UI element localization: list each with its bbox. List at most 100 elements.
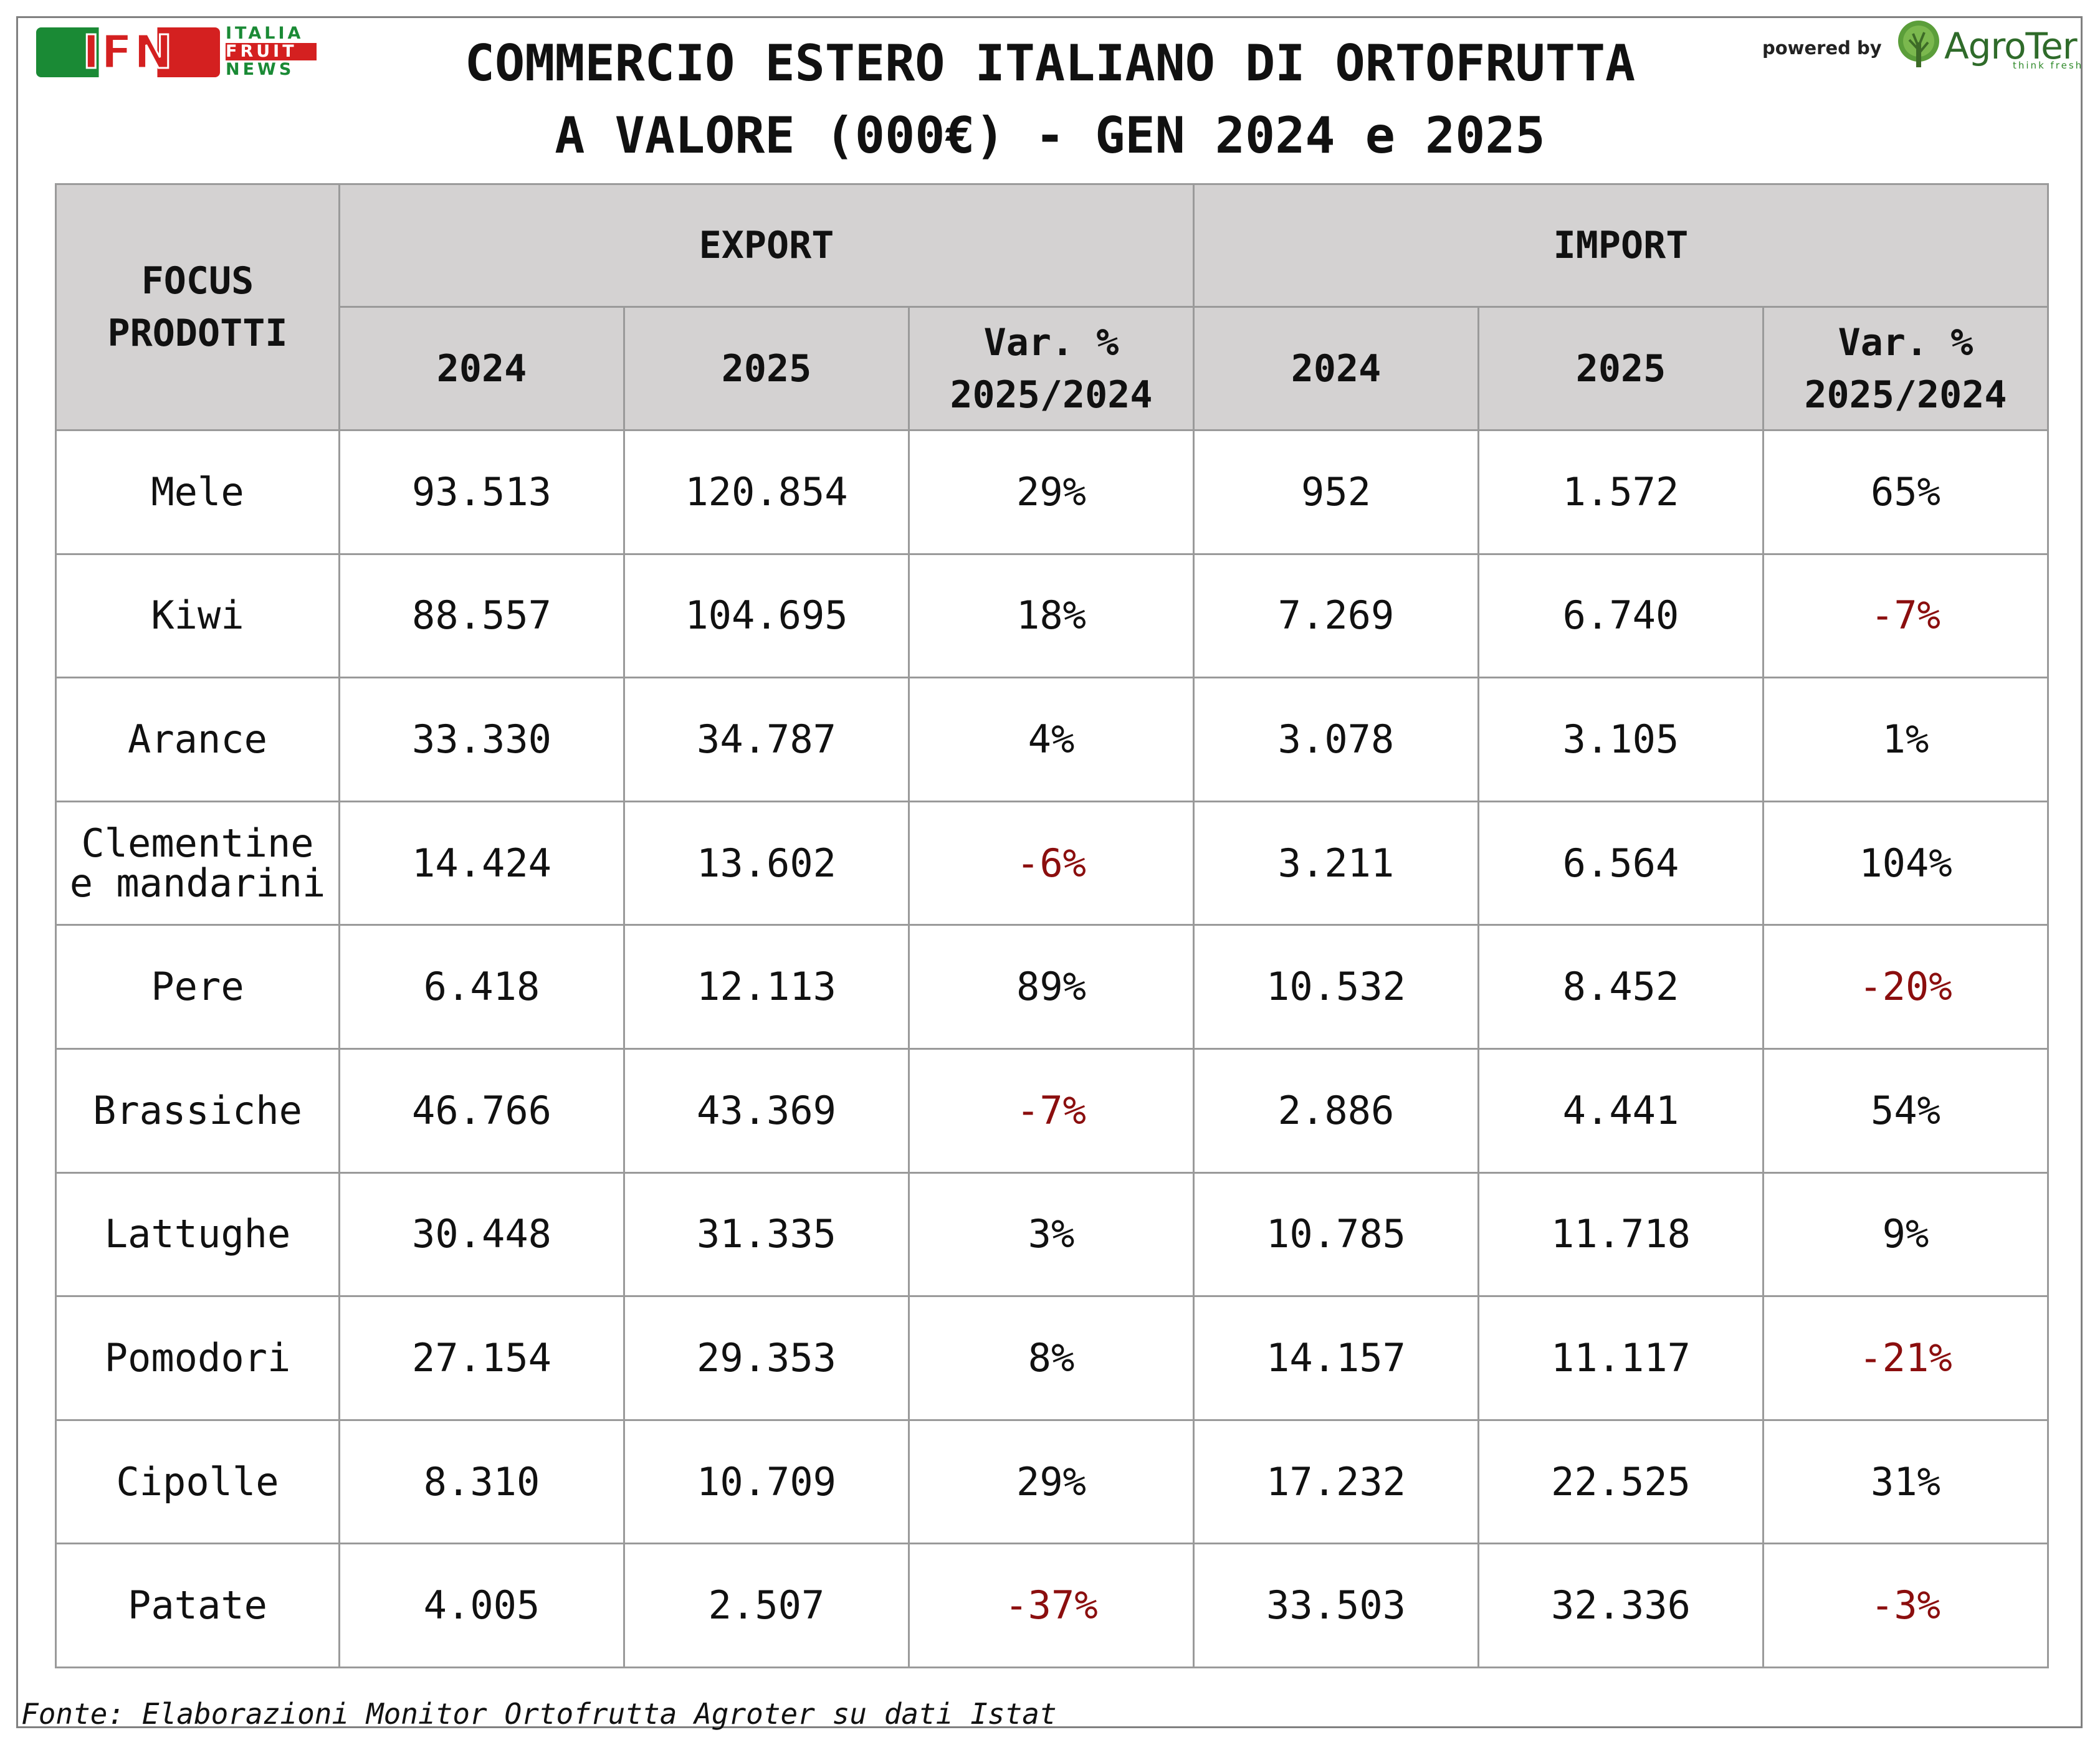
cell-product: Clementine e mandarini: [55, 800, 340, 926]
cell-export-var: 3%: [908, 1171, 1195, 1298]
cell-import-2024: 10.785: [1193, 1171, 1479, 1298]
cell-import-2025: 22.525: [1477, 1419, 1764, 1545]
ifn-logo: IFN ITALIA FRUIT NEWS: [36, 22, 317, 82]
product-name: Brassiche: [93, 1087, 302, 1133]
cell-export-2025: 29.353: [623, 1295, 910, 1421]
cell-export-2024: 8.310: [338, 1419, 625, 1545]
agroter-logo-tagline: think fresh: [2013, 60, 2084, 71]
cell-import-2025: 4.441: [1477, 1047, 1764, 1174]
cell-import-2024: 14.157: [1193, 1295, 1479, 1421]
product-name: Pere: [151, 964, 244, 1010]
cell-import-2024: 3.078: [1193, 677, 1479, 802]
cell-import-2024: 952: [1193, 429, 1479, 555]
cell-import-2025: 6.740: [1477, 553, 1764, 679]
ifn-logo-line3: NEWS: [226, 60, 295, 79]
cell-export-2024: 27.154: [338, 1295, 625, 1421]
cell-import-var: -7%: [1762, 553, 2049, 679]
cell-export-var: -37%: [908, 1543, 1195, 1668]
cell-export-2024: 88.557: [338, 553, 625, 679]
cell-export-2024: 6.418: [338, 924, 625, 1050]
cell-export-2024: 33.330: [338, 677, 625, 802]
table-row: Pomodori 27.154 29.353 8% 14.157 11.117 -21%: [55, 1295, 2049, 1421]
cell-export-var: 29%: [908, 1419, 1195, 1545]
cell-export-2025: 104.695: [623, 553, 910, 679]
product-name: Cipolle: [116, 1458, 279, 1505]
cell-export-2025: 12.113: [623, 924, 910, 1050]
cell-import-2025: 6.564: [1477, 800, 1764, 926]
tree-icon: [1898, 21, 1939, 67]
cell-import-var: 65%: [1762, 429, 2049, 555]
cell-import-var: 1%: [1762, 677, 2049, 802]
cell-product: Pere: [55, 924, 340, 1050]
cell-import-var: 54%: [1762, 1047, 2049, 1174]
cell-import-var: 31%: [1762, 1419, 2049, 1545]
product-name: Lattughe: [104, 1211, 291, 1257]
header-import-2025: 2025: [1477, 306, 1764, 431]
cell-import-2025: 3.105: [1477, 677, 1764, 802]
cell-import-var: -21%: [1762, 1295, 2049, 1421]
cell-import-var: 104%: [1762, 800, 2049, 926]
header-import-var-label: Var. % 2025/2024: [1804, 320, 2007, 417]
cell-export-var: -6%: [908, 800, 1195, 926]
cell-product: Lattughe: [55, 1171, 340, 1298]
cell-export-var: 29%: [908, 429, 1195, 555]
table-row: Clementine e mandarini 14.424 13.602 -6% 3.2…: [55, 800, 2049, 926]
cell-export-2025: 34.787: [623, 677, 910, 802]
cell-export-var: 18%: [908, 553, 1195, 679]
cell-import-var: -3%: [1762, 1543, 2049, 1668]
table-row: Patate 4.005 2.507 -37% 33.503 32.336 -3%: [55, 1543, 2049, 1668]
product-name: Patate: [128, 1582, 267, 1629]
header-export-var: Var. % 2025/2024: [908, 306, 1195, 431]
title-line2: A VALORE (000€) - GEN 2024 e 2025: [555, 107, 1545, 164]
cell-import-2024: 7.269: [1193, 553, 1479, 679]
cell-import-2024: 2.886: [1193, 1047, 1479, 1174]
table-row: Kiwi 88.557 104.695 18% 7.269 6.740 -7%: [55, 553, 2049, 679]
cell-import-2025: 11.117: [1477, 1295, 1764, 1421]
header-export-var-label: Var. % 2025/2024: [950, 320, 1153, 417]
cell-product: Patate: [55, 1543, 340, 1668]
cell-export-2025: 13.602: [623, 800, 910, 926]
cell-product: Pomodori: [55, 1295, 340, 1421]
cell-export-2025: 31.335: [623, 1171, 910, 1298]
cell-export-2024: 93.513: [338, 429, 625, 555]
cell-export-2024: 14.424: [338, 800, 625, 926]
table-row: Pere 6.418 12.113 89% 10.532 8.452 -20%: [55, 924, 2049, 1050]
cell-import-2024: 33.503: [1193, 1543, 1479, 1668]
cell-import-var: 9%: [1762, 1171, 2049, 1298]
header-import: IMPORT: [1193, 183, 2049, 308]
cell-import-2025: 1.572: [1477, 429, 1764, 555]
cell-export-var: 4%: [908, 677, 1195, 802]
outer-frame: [16, 16, 2083, 1728]
table-row: Mele 93.513 120.854 29% 952 1.572 65%: [55, 429, 2049, 555]
cell-export-2024: 30.448: [338, 1171, 625, 1298]
header-export: EXPORT: [338, 183, 1195, 308]
cell-export-2025: 10.709: [623, 1419, 910, 1545]
cell-import-2024: 3.211: [1193, 800, 1479, 926]
source-footnote: Fonte: Elaborazioni Monitor Ortofrutta A…: [21, 1697, 1057, 1731]
cell-product: Brassiche: [55, 1047, 340, 1174]
cell-export-2025: 2.507: [623, 1543, 910, 1668]
product-name: Arance: [128, 716, 267, 762]
header-focus-prodotti: FOCUS PRODOTTI: [55, 183, 340, 431]
cell-export-2024: 4.005: [338, 1543, 625, 1668]
product-name: Pomodori: [104, 1334, 291, 1381]
cell-product: Arance: [55, 677, 340, 802]
table-row: Lattughe 30.448 31.335 3% 10.785 11.718 9%: [55, 1171, 2049, 1298]
agroter-logo-name: AgroTer: [1944, 25, 2078, 67]
product-name: Clementine e mandarini: [69, 820, 326, 906]
ifn-logo-line2: FRUIT: [226, 43, 317, 60]
cell-import-2025: 11.718: [1477, 1171, 1764, 1298]
header-import-2024: 2024: [1193, 306, 1479, 431]
powered-by-label: powered by: [1762, 37, 1882, 59]
header-export-2025: 2025: [623, 306, 910, 431]
header-focus-label: FOCUS PRODOTTI: [107, 259, 288, 355]
title-line1: COMMERCIO ESTERO ITALIANO DI ORTOFRUTTA: [464, 34, 1636, 92]
cell-export-2025: 120.854: [623, 429, 910, 555]
ifn-logo-line1: ITALIA: [226, 24, 304, 43]
cell-import-2025: 8.452: [1477, 924, 1764, 1050]
cell-export-2025: 43.369: [623, 1047, 910, 1174]
header-export-2024: 2024: [338, 306, 625, 431]
cell-import-2024: 17.232: [1193, 1419, 1479, 1545]
cell-import-2024: 10.532: [1193, 924, 1479, 1050]
cell-export-var: 8%: [908, 1295, 1195, 1421]
